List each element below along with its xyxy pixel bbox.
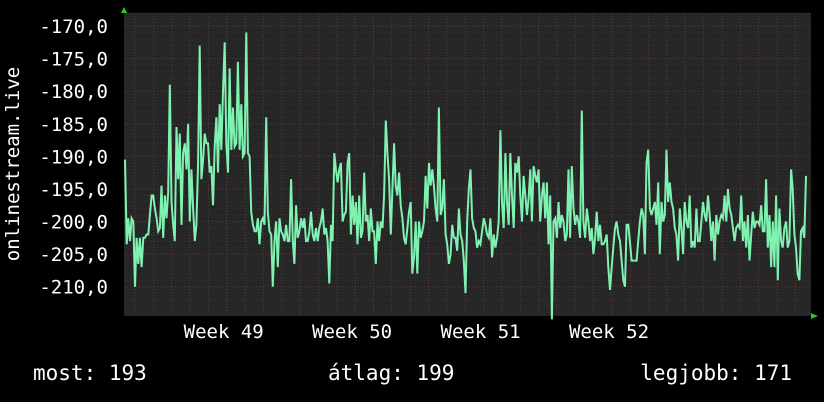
- y-tick-label: -210,0: [39, 277, 108, 299]
- y-tick-label: -205,0: [39, 244, 108, 266]
- x-tick-label: Week 50: [312, 321, 392, 343]
- stats-bar: most: 193 átlag: 199 legjobb: 171: [0, 361, 824, 391]
- series-group: [124, 32, 807, 320]
- stat-average: átlag: 199: [328, 361, 455, 385]
- x-axis-arrow-icon: [811, 313, 818, 319]
- x-tick-label: Week 52: [569, 321, 649, 343]
- x-tick-label: Week 51: [441, 321, 521, 343]
- stat-best: legjobb: 171: [640, 361, 792, 385]
- y-tick-label: -185,0: [39, 114, 108, 136]
- y-tick-label: -195,0: [39, 179, 108, 201]
- y-tick-label: -180,0: [39, 81, 108, 103]
- y-tick-label: -170,0: [39, 16, 108, 38]
- y-tick-label: -200,0: [39, 212, 108, 234]
- y-axis-label: onlinestream.live: [2, 67, 24, 261]
- y-axis-tick-labels: -170,0 -175,0 -180,0 -185,0 -190,0 -195,0 -200…: [39, 16, 108, 299]
- stat-current: most: 193: [33, 361, 147, 385]
- y-axis-arrow-icon: [121, 7, 127, 13]
- y-tick-label: -190,0: [39, 146, 108, 168]
- series-line: [124, 32, 807, 320]
- y-tick-label: -175,0: [39, 49, 108, 71]
- x-axis-tick-labels: Week 49 Week 50 Week 51 Week 52: [184, 321, 649, 343]
- x-tick-label: Week 49: [184, 321, 264, 343]
